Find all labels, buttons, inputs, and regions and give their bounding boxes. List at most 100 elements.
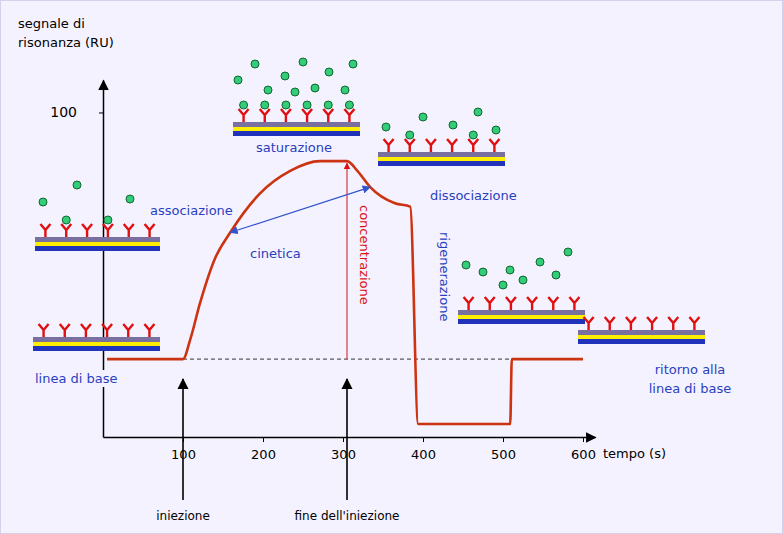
association-label: associazione [150,203,233,218]
x-tick-mark [583,437,584,442]
antibody [60,324,70,337]
event-label: iniezione [156,509,210,523]
antibody [82,224,92,237]
antibody [260,109,270,122]
antibody [40,224,50,237]
analyte-bound [240,101,248,109]
analyte-free [264,86,272,94]
antibody [464,297,474,310]
antibody [102,324,112,337]
antibody [103,224,113,237]
analyte-free [251,60,259,68]
antibody [124,224,134,237]
antibody [689,317,699,330]
analyte-free [234,76,242,84]
chip-layer [233,122,360,127]
x-tick-label: 500 [491,447,516,462]
kinetics-arrow [230,187,370,232]
antibody [468,139,478,152]
antibody [489,139,499,152]
analyte-free [39,198,47,206]
analyte-free [291,88,299,96]
chip-gold [378,157,505,161]
chip-gold [35,242,160,246]
chip-gold [458,315,585,319]
sensorgram-line [107,161,583,424]
analyte-free [552,271,560,279]
x-axis-title: tempo (s) [603,446,666,461]
sensor-chip [578,317,705,344]
y-axis-title: segnale dirisonanza (RU) [18,16,114,50]
x-tick-mark [343,437,344,442]
chip-base [33,346,160,351]
analyte-free [462,261,470,269]
chart: 100200300400500600100segnale dirisonanza… [0,0,783,534]
annotation-line: linea di base [649,381,732,396]
x-tick-label: 600 [571,447,596,462]
antibody [405,139,415,152]
chip-layer [33,337,160,342]
analyte-free [126,195,134,203]
x-tick-mark [263,437,264,442]
antibody [426,139,436,152]
antibody [302,109,312,122]
antibody [527,297,537,310]
antibody [61,224,71,237]
analyte-free [349,60,357,68]
x-tick: 600 [571,437,596,462]
antibody [447,139,457,152]
x-tick-mark [503,437,504,442]
x-tick: 400 [411,437,436,462]
baseline-label: linea di base [35,371,118,386]
sensor-chip [458,248,585,324]
analyte-free [536,258,544,266]
x-tick-label: 400 [411,447,436,462]
chip-base [233,131,360,136]
antibody [647,317,657,330]
chip-layer [35,237,160,242]
label-patch [33,370,120,387]
x-tick-label: 300 [331,447,356,462]
antibody [81,324,91,337]
analyte-free [492,126,500,134]
x-tick: 200 [251,437,276,462]
sensor-chip [33,324,160,351]
x-axis: 100200300400500600 [104,437,596,462]
concentration-arrow [347,163,348,359]
chip-layer [458,310,585,315]
analyte-free [73,181,81,189]
antibody [123,324,133,337]
chip-gold [578,335,705,339]
antibody [384,139,394,152]
event-arrow [346,379,348,500]
antibody [239,109,249,122]
analyte-bound [261,101,269,109]
antibody [145,224,155,237]
analyte-bound [104,216,112,224]
analyte-bound [62,216,70,224]
analyte-bound [324,101,332,109]
antibody [548,297,558,310]
antibody [584,317,594,330]
analyte-bound [469,131,477,139]
chip-base [578,339,705,344]
chip-base [35,246,160,251]
analyte-free [479,268,487,276]
x-tick: 500 [491,437,516,462]
analyte-bound [303,101,311,109]
chip-layer [578,330,705,335]
analyte-free [506,266,514,274]
analyte-bound [282,101,290,109]
annotation-line: ritorno alla [655,362,726,377]
concentration-label: concentrazione [357,205,372,305]
analyte-free [281,72,289,80]
y-tick: 100 [50,104,103,120]
chip-gold [33,342,160,346]
antibody [569,297,579,310]
analyte-free [474,108,482,116]
y-axis-title-line: segnale di [18,16,85,31]
sensor-chip [35,181,160,251]
plot-area [107,161,583,424]
antibody [605,317,615,330]
analyte-free [311,84,319,92]
